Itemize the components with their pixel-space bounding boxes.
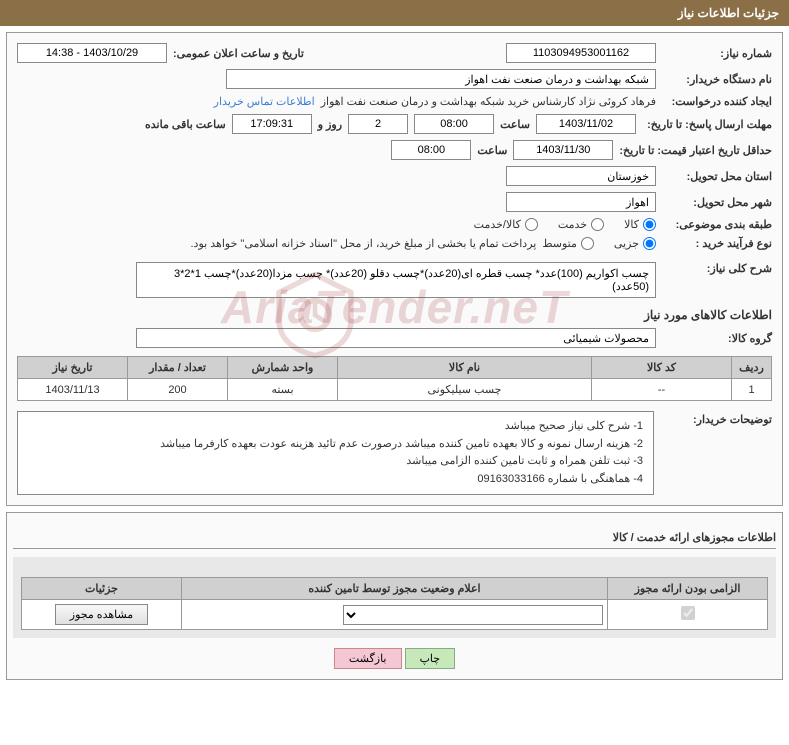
summary-label: شرح کلی نیاز: <box>662 262 772 275</box>
goods-section-title: اطلاعات کالاهای مورد نیاز <box>17 308 772 322</box>
th-status: اعلام وضعیت مجوز توسط تامین کننده <box>182 578 608 600</box>
hours-remaining-text: ساعت باقی مانده <box>145 118 226 131</box>
cell-name: چسب سیلیکونی <box>338 379 592 401</box>
time-label-1: ساعت <box>500 118 530 131</box>
goods-table: ردیف کد کالا نام کالا واحد شمارش تعداد /… <box>17 356 772 401</box>
permit-status-select[interactable] <box>343 605 603 625</box>
days-remaining-input[interactable] <box>348 114 408 134</box>
radio-service-label: خدمت <box>558 218 587 231</box>
province-label: استان محل تحویل: <box>662 170 772 183</box>
back-button[interactable]: بازگشت <box>334 648 402 669</box>
cell-date: 1403/11/13 <box>18 379 128 401</box>
radio-goods[interactable] <box>643 218 656 231</box>
view-permit-button[interactable]: مشاهده مجوز <box>55 604 148 625</box>
radio-medium[interactable] <box>581 237 594 250</box>
days-and-text: روز و <box>318 118 342 131</box>
table-row[interactable]: 1 -- چسب سیلیکونی بسته 200 1403/11/13 <box>18 379 772 401</box>
th-code: کد کالا <box>592 357 732 379</box>
validity-date-input[interactable] <box>513 140 613 160</box>
radio-medium-label: متوسط <box>542 237 577 250</box>
permits-table: الزامی بودن ارائه مجوز اعلام وضعیت مجوز … <box>21 577 768 630</box>
buyer-org-input[interactable] <box>226 69 656 89</box>
process-label: نوع فرآیند خرید : <box>662 237 772 250</box>
page-header: جزئیات اطلاعات نیاز <box>0 0 789 26</box>
th-row: ردیف <box>732 357 772 379</box>
deadline-time-input[interactable] <box>414 114 494 134</box>
process-radio-group: جزیی متوسط <box>542 237 656 250</box>
announce-date-input[interactable] <box>17 43 167 63</box>
cell-unit: بسته <box>228 379 338 401</box>
th-qty: تعداد / مقدار <box>128 357 228 379</box>
radio-both[interactable] <box>525 218 538 231</box>
deadline-label: مهلت ارسال پاسخ: تا تاریخ: <box>642 118 772 131</box>
mandatory-checkbox <box>681 606 695 620</box>
permits-frame: اطلاعات مجوزهای ارائه خدمت / کالا الزامی… <box>6 512 783 680</box>
buyer-org-label: نام دستگاه خریدار: <box>662 73 772 86</box>
permits-section-title: اطلاعات مجوزهای ارائه خدمت / کالا <box>13 527 776 549</box>
validity-time-input[interactable] <box>391 140 471 160</box>
buyer-contact-link[interactable]: اطلاعات تماس خریدار <box>214 95 315 108</box>
validity-label: حداقل تاریخ اعتبار قیمت: تا تاریخ: <box>619 144 772 157</box>
time-remaining-input[interactable] <box>232 114 312 134</box>
summary-textarea[interactable] <box>136 262 656 298</box>
province-input[interactable] <box>506 166 656 186</box>
cell-index: 1 <box>732 379 772 401</box>
permits-area: الزامی بودن ارائه مجوز اعلام وضعیت مجوز … <box>13 557 776 638</box>
deadline-date-input[interactable] <box>536 114 636 134</box>
city-input[interactable] <box>506 192 656 212</box>
cell-code: -- <box>592 379 732 401</box>
requester-label: ایجاد کننده درخواست: <box>662 95 772 108</box>
th-mandatory: الزامی بودن ارائه مجوز <box>608 578 768 600</box>
th-details: جزئیات <box>22 578 182 600</box>
requester-name: فرهاد کروئی نژاد کارشناس خرید شبکه بهداش… <box>321 95 656 108</box>
goods-group-input[interactable] <box>136 328 656 348</box>
radio-small-label: جزیی <box>614 237 639 250</box>
city-label: شهر محل تحویل: <box>662 196 772 209</box>
announce-label: تاریخ و ساعت اعلان عمومی: <box>173 47 304 60</box>
cell-qty: 200 <box>128 379 228 401</box>
radio-both-label: کالا/خدمت <box>474 218 521 231</box>
th-name: نام کالا <box>338 357 592 379</box>
permits-row: مشاهده مجوز <box>22 600 768 630</box>
need-number-input[interactable] <box>506 43 656 63</box>
radio-goods-label: کالا <box>624 218 639 231</box>
th-unit: واحد شمارش <box>228 357 338 379</box>
th-date: تاریخ نیاز <box>18 357 128 379</box>
radio-service[interactable] <box>591 218 604 231</box>
buyer-notes-box: 1- شرح کلی نیاز صحیح میباشد 2- هزینه ارس… <box>17 411 654 495</box>
process-note: پرداخت تمام یا بخشی از مبلغ خرید، از محل… <box>191 237 537 250</box>
buyer-notes-label: توضیحات خریدار: <box>662 407 772 426</box>
main-frame: شماره نیاز: تاریخ و ساعت اعلان عمومی: نا… <box>6 32 783 506</box>
print-button[interactable]: چاپ <box>405 648 456 669</box>
goods-group-label: گروه کالا: <box>662 332 772 345</box>
category-label: طبقه بندی موضوعی: <box>662 218 772 231</box>
need-number-label: شماره نیاز: <box>662 47 772 60</box>
category-radio-group: کالا خدمت کالا/خدمت <box>474 218 656 231</box>
radio-small[interactable] <box>643 237 656 250</box>
page-title: جزئیات اطلاعات نیاز <box>678 6 779 20</box>
time-label-2: ساعت <box>477 144 507 157</box>
